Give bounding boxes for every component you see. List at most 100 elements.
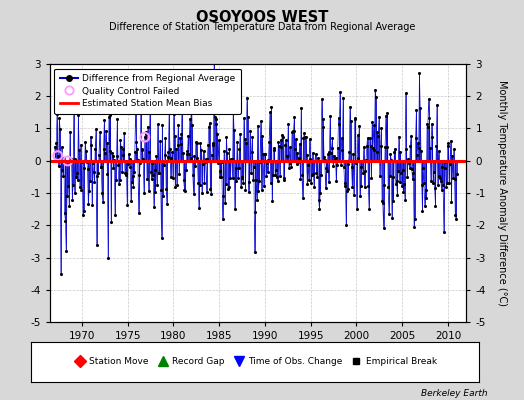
Point <box>168 149 177 155</box>
Point <box>256 159 264 165</box>
Point <box>356 193 364 199</box>
Point <box>270 147 279 153</box>
Point <box>91 146 100 152</box>
Point <box>282 153 291 159</box>
Point <box>74 111 83 118</box>
Point <box>381 113 390 119</box>
Point <box>238 175 247 181</box>
Point <box>249 177 257 184</box>
Point <box>249 164 258 170</box>
Point <box>372 94 380 101</box>
Point <box>93 172 102 179</box>
Point <box>172 146 180 152</box>
Point <box>95 152 103 158</box>
Point <box>386 172 394 179</box>
Point <box>166 146 174 152</box>
Point <box>77 142 85 148</box>
Point <box>421 186 430 193</box>
Point <box>387 157 396 163</box>
Point <box>105 114 113 120</box>
Point <box>438 164 446 170</box>
Point <box>177 140 185 147</box>
Point <box>174 122 182 128</box>
Point <box>231 206 239 212</box>
Point <box>93 241 101 248</box>
Point <box>443 142 452 149</box>
Point <box>199 161 207 167</box>
Point <box>403 174 411 180</box>
Point <box>286 144 294 151</box>
Point <box>55 115 63 122</box>
Point <box>97 164 105 170</box>
Point <box>436 175 444 181</box>
Point <box>165 106 173 112</box>
Point <box>365 206 373 212</box>
Point <box>405 160 413 166</box>
Point <box>79 212 87 218</box>
Point <box>328 144 336 151</box>
Point <box>251 208 259 215</box>
Point <box>336 89 344 95</box>
Point <box>262 172 270 179</box>
Point <box>402 146 411 152</box>
Point <box>446 160 454 167</box>
Point <box>370 147 379 153</box>
Point <box>110 165 118 171</box>
Point <box>51 158 60 164</box>
Point <box>264 157 272 164</box>
Point <box>53 111 61 118</box>
Point <box>401 196 409 203</box>
Point <box>214 160 222 166</box>
Point <box>297 104 305 111</box>
Point <box>299 195 307 201</box>
Point <box>185 151 193 157</box>
Point <box>237 184 245 190</box>
Point <box>451 212 460 218</box>
Point <box>209 140 217 146</box>
Point <box>327 150 335 156</box>
Point <box>208 152 216 158</box>
Point <box>181 187 189 194</box>
Point <box>125 156 134 162</box>
Point <box>144 123 152 130</box>
Point <box>140 189 148 196</box>
Point <box>329 163 337 170</box>
Point <box>90 169 98 175</box>
Point <box>296 140 304 147</box>
Point <box>323 167 331 174</box>
Point <box>149 172 157 178</box>
Point <box>99 198 107 205</box>
Point <box>441 164 450 171</box>
Point <box>369 122 378 128</box>
Point <box>351 116 359 122</box>
Point <box>257 187 266 194</box>
Point <box>450 176 458 182</box>
Point <box>424 96 433 103</box>
Point <box>277 144 286 150</box>
Point <box>113 116 122 122</box>
Point <box>324 151 332 158</box>
Point <box>401 90 410 96</box>
Point <box>54 163 63 169</box>
Point <box>441 158 449 165</box>
Point <box>310 184 319 190</box>
Point <box>50 144 59 150</box>
Point <box>416 105 424 111</box>
Point <box>115 181 123 187</box>
Point <box>351 114 359 121</box>
Point <box>104 254 112 261</box>
Point <box>404 156 412 162</box>
Point <box>309 150 317 156</box>
Point <box>364 183 373 189</box>
Point <box>61 218 70 224</box>
Point <box>274 178 282 184</box>
Point <box>101 150 110 156</box>
Point <box>239 180 247 186</box>
Point <box>82 148 90 154</box>
Point <box>92 126 100 133</box>
Point <box>414 140 422 146</box>
Point <box>171 184 180 190</box>
Point <box>363 134 372 141</box>
Point <box>426 145 434 151</box>
Point <box>85 188 93 194</box>
